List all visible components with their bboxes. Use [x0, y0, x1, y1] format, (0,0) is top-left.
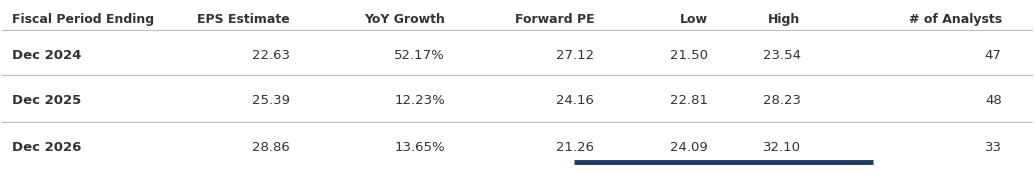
Text: Forward PE: Forward PE: [515, 13, 595, 26]
Text: Dec 2024: Dec 2024: [11, 49, 81, 62]
Text: High: High: [768, 13, 800, 26]
Text: Dec 2026: Dec 2026: [11, 141, 81, 154]
Text: YoY Growth: YoY Growth: [364, 13, 445, 26]
Text: # of Analysts: # of Analysts: [909, 13, 1002, 26]
Text: 12.23%: 12.23%: [394, 94, 445, 107]
Text: Low: Low: [679, 13, 708, 26]
Text: EPS Estimate: EPS Estimate: [197, 13, 291, 26]
Text: 32.10: 32.10: [763, 141, 800, 154]
Text: 28.23: 28.23: [763, 94, 800, 107]
Text: 22.63: 22.63: [252, 49, 291, 62]
Text: 24.16: 24.16: [556, 94, 595, 107]
Text: 21.26: 21.26: [556, 141, 595, 154]
Text: 22.81: 22.81: [670, 94, 708, 107]
Text: 25.39: 25.39: [252, 94, 291, 107]
Text: 52.17%: 52.17%: [394, 49, 445, 62]
Text: 13.65%: 13.65%: [394, 141, 445, 154]
Text: 28.86: 28.86: [252, 141, 291, 154]
Text: 33: 33: [984, 141, 1002, 154]
Text: 23.54: 23.54: [763, 49, 800, 62]
Text: 47: 47: [984, 49, 1002, 62]
Text: 24.09: 24.09: [670, 141, 708, 154]
Text: 48: 48: [985, 94, 1002, 107]
Text: 21.50: 21.50: [670, 49, 708, 62]
Text: 27.12: 27.12: [556, 49, 595, 62]
Text: Fiscal Period Ending: Fiscal Period Ending: [11, 13, 154, 26]
Text: Dec 2025: Dec 2025: [11, 94, 81, 107]
